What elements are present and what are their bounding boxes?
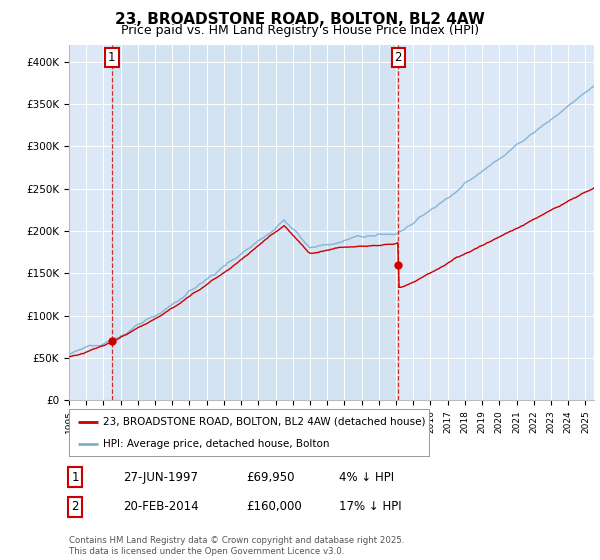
Text: 23, BROADSTONE ROAD, BOLTON, BL2 4AW: 23, BROADSTONE ROAD, BOLTON, BL2 4AW [115,12,485,27]
Text: HPI: Average price, detached house, Bolton: HPI: Average price, detached house, Bolt… [103,438,330,449]
Text: £69,950: £69,950 [246,470,295,484]
Text: 17% ↓ HPI: 17% ↓ HPI [339,500,401,514]
Text: 27-JUN-1997: 27-JUN-1997 [123,470,198,484]
Text: 2: 2 [395,51,402,64]
Bar [112,45,398,400]
Text: 2: 2 [71,500,79,514]
Text: 4% ↓ HPI: 4% ↓ HPI [339,470,394,484]
Text: Contains HM Land Registry data © Crown copyright and database right 2025.
This d: Contains HM Land Registry data © Crown c… [69,536,404,556]
Text: £160,000: £160,000 [246,500,302,514]
Text: 23, BROADSTONE ROAD, BOLTON, BL2 4AW (detached house): 23, BROADSTONE ROAD, BOLTON, BL2 4AW (de… [103,417,426,427]
Text: 1: 1 [71,470,79,484]
Text: 1: 1 [108,51,116,64]
Text: 20-FEB-2014: 20-FEB-2014 [123,500,199,514]
Text: Price paid vs. HM Land Registry's House Price Index (HPI): Price paid vs. HM Land Registry's House … [121,24,479,37]
